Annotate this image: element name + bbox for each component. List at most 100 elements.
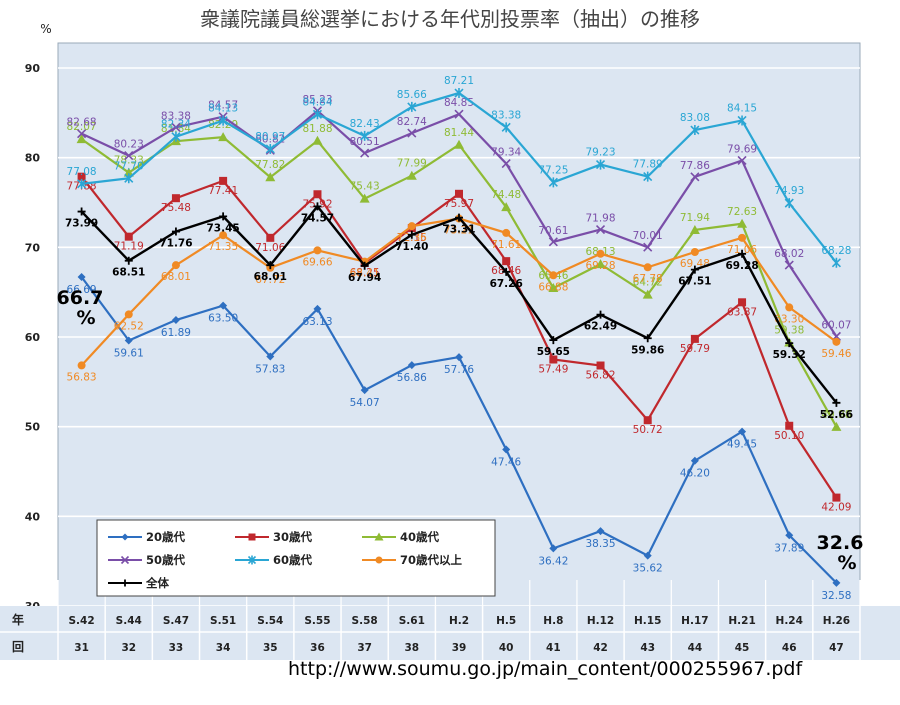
data-label: 59.46 xyxy=(821,348,851,360)
chart-title: 衆議院議員総選挙における年代別投票率（抽出）の推移 xyxy=(200,7,700,31)
data-label: 62.52 xyxy=(114,320,144,332)
data-point xyxy=(124,151,134,161)
data-point xyxy=(501,202,512,212)
data-point xyxy=(375,556,383,564)
data-point xyxy=(171,261,180,270)
data-point xyxy=(313,202,322,211)
data-point xyxy=(123,167,134,177)
data-point xyxy=(596,249,605,258)
x-session-label: 45 xyxy=(735,642,750,654)
data-point xyxy=(548,283,559,293)
data-label: 84.13 xyxy=(208,103,238,115)
data-point xyxy=(690,247,699,256)
series-2: 82.0778.3381.8482.2977.8281.8875.4377.99… xyxy=(67,119,851,431)
data-label: 82.34 xyxy=(161,119,191,131)
data-point xyxy=(124,336,133,345)
data-point xyxy=(219,212,228,221)
data-label: 64.72 xyxy=(633,277,663,289)
data-point xyxy=(642,289,653,299)
data-point xyxy=(596,310,605,319)
data-point xyxy=(360,130,370,141)
data-label: 77.70 xyxy=(114,160,144,172)
x-session-label: 41 xyxy=(546,642,561,654)
data-point xyxy=(77,207,86,216)
data-label: 49.98 xyxy=(821,409,851,421)
data-point xyxy=(218,115,228,126)
data-point xyxy=(501,159,511,169)
data-label: 75.97 xyxy=(444,198,474,210)
data-point xyxy=(785,531,794,540)
data-label: 85.66 xyxy=(397,89,427,101)
data-label: 66.88 xyxy=(538,281,568,293)
x-session-label: 44 xyxy=(688,642,703,654)
data-point xyxy=(248,533,256,541)
data-label: 80.23 xyxy=(114,139,144,151)
data-label: 80.97 xyxy=(255,131,285,143)
data-label: 77.89 xyxy=(633,159,663,171)
data-label: 61.89 xyxy=(161,327,191,339)
data-label: 82.43 xyxy=(350,118,380,130)
series-6: 73.99 68.51 71.76 73.45 68.01 74.57 67.94 71.40… xyxy=(65,202,853,421)
data-point xyxy=(374,532,384,541)
data-point xyxy=(359,193,370,203)
x-tick-label: S.42 xyxy=(69,615,95,627)
data-label: 38.35 xyxy=(585,538,615,550)
x-tick-label: H.21 xyxy=(728,615,755,627)
data-label: 70.61 xyxy=(538,225,568,237)
data-point xyxy=(247,555,257,565)
data-point xyxy=(595,159,606,170)
data-label: 70.01 xyxy=(633,230,663,242)
x-tick-label: S.54 xyxy=(257,615,283,627)
x-tick-label: H.24 xyxy=(776,615,803,627)
data-point xyxy=(407,361,416,370)
legend-box xyxy=(96,519,496,597)
data-label: 71.06 xyxy=(255,242,285,254)
x-session-label: 37 xyxy=(357,642,372,654)
data-label: 71.98 xyxy=(585,213,615,225)
data-label: 67.78 xyxy=(633,273,663,285)
y-tick-label: 40 xyxy=(25,510,41,523)
data-point xyxy=(502,445,511,454)
data-point xyxy=(738,233,747,242)
data-label: 67.26 xyxy=(490,278,523,290)
data-label: 68.02 xyxy=(774,248,804,260)
data-label: 74.48 xyxy=(491,189,521,201)
data-label: 68.01 xyxy=(161,271,191,283)
data-label: 83.38 xyxy=(491,109,521,121)
data-label: 59.32 xyxy=(773,349,806,361)
x-session-label: 46 xyxy=(782,642,797,654)
data-point xyxy=(738,249,747,258)
data-label: 68.41 xyxy=(350,268,380,280)
x-session-label: 40 xyxy=(499,642,514,654)
data-label: 68.25 xyxy=(350,267,380,279)
data-point xyxy=(171,227,180,236)
data-label: 68.51 xyxy=(112,267,145,279)
data-point xyxy=(737,155,747,166)
data-label: 83.38 xyxy=(161,110,191,122)
x-tick-label: H.15 xyxy=(634,615,661,627)
data-point xyxy=(454,109,464,119)
data-point xyxy=(407,222,416,231)
x-session-label: 33 xyxy=(169,642,184,654)
y-tick-label: 60 xyxy=(25,331,41,344)
data-label: 57.49 xyxy=(538,364,568,376)
x-session-label: 39 xyxy=(452,642,467,654)
data-label: 32.58 xyxy=(821,590,851,602)
data-point xyxy=(784,198,794,209)
data-label: 79.23 xyxy=(585,147,615,159)
source-url: http://www.soumu.go.jp/main_content/0002… xyxy=(288,658,803,680)
data-point xyxy=(312,109,323,120)
callout-right-value: 32.6 xyxy=(817,532,864,554)
data-label: 50.72 xyxy=(633,424,663,436)
data-point xyxy=(832,578,841,587)
data-point xyxy=(596,527,605,536)
data-point xyxy=(643,263,652,272)
data-point xyxy=(312,135,323,145)
data-point xyxy=(831,257,841,268)
data-point xyxy=(595,259,606,269)
data-label: 63.87 xyxy=(727,306,757,318)
y-axis-label: % xyxy=(40,22,51,36)
data-label: 69.28 xyxy=(725,260,758,272)
data-point xyxy=(266,233,275,242)
